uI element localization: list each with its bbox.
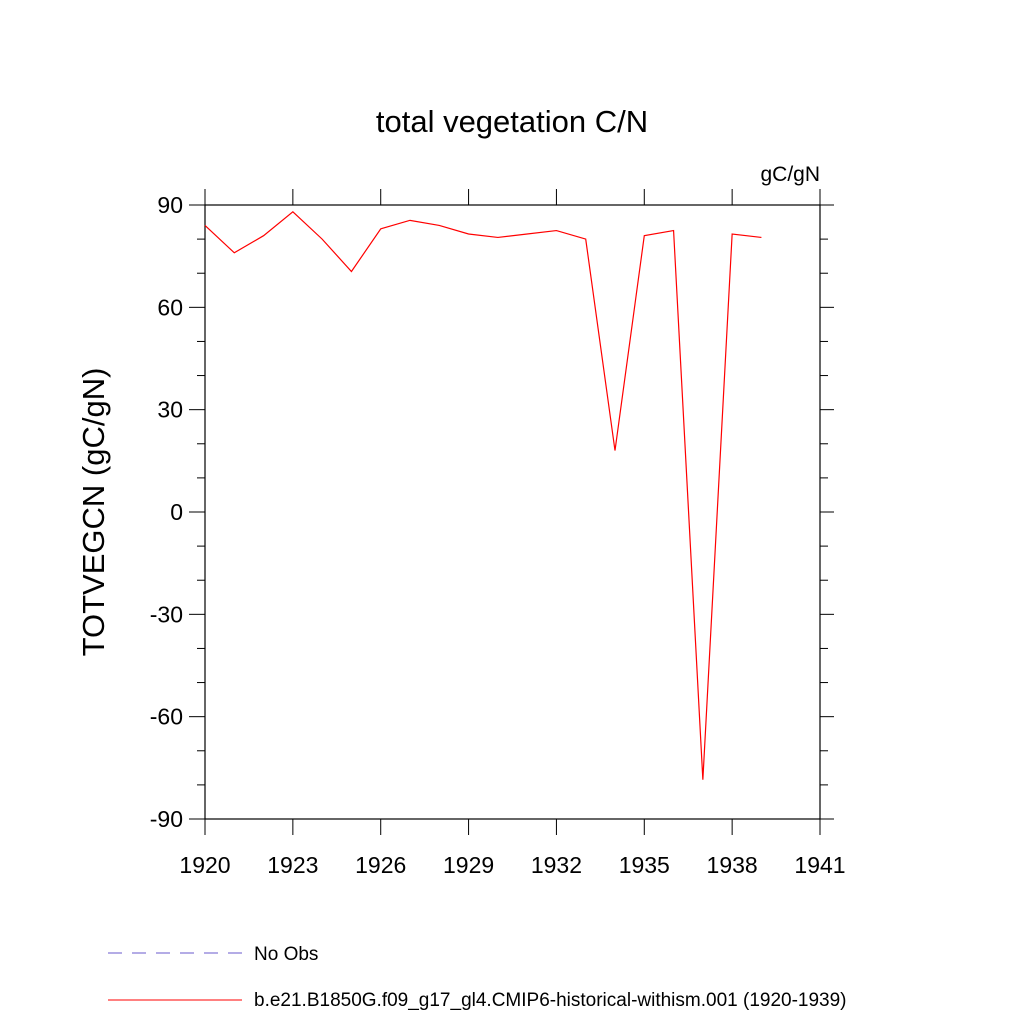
x-tick-label: 1932	[531, 852, 582, 878]
y-tick-label: 90	[157, 192, 183, 218]
y-axis-label: TOTVEGCN (gC/gN)	[76, 368, 111, 657]
x-tick-label: 1923	[267, 852, 318, 878]
x-axis-ticks: 1920 1923 1926 1929 1932 1935 1938 1941	[179, 189, 846, 878]
x-tick-label: 1926	[355, 852, 406, 878]
y-tick-label: -90	[150, 806, 183, 832]
x-tick-label: 1941	[794, 852, 845, 878]
plot-frame	[204, 204, 821, 820]
series-layer	[204, 211, 762, 780]
x-tick-label: 1929	[443, 852, 494, 878]
x-tick-label: 1938	[707, 852, 758, 878]
y-tick-label: 60	[157, 294, 183, 320]
units-label: gC/gN	[760, 163, 820, 186]
y-tick-label: -60	[150, 704, 183, 730]
x-tick-label: 1920	[179, 852, 230, 878]
x-tick-label: 1935	[619, 852, 670, 878]
legend-label-no-obs: No Obs	[254, 944, 318, 965]
legend: No Obs b.e21.B1850G.f09_g17_gl4.CMIP6-hi…	[108, 944, 847, 1011]
chart-title: total vegetation C/N	[376, 104, 648, 139]
y-tick-label: 30	[157, 397, 183, 423]
series-line	[204, 211, 762, 780]
y-axis-ticks: 90 60 30 0 -30 -60 -90	[150, 192, 834, 832]
y-tick-label: -30	[150, 601, 183, 627]
y-tick-label: 0	[170, 499, 183, 525]
legend-label-run: b.e21.B1850G.f09_g17_gl4.CMIP6-historica…	[254, 990, 847, 1011]
